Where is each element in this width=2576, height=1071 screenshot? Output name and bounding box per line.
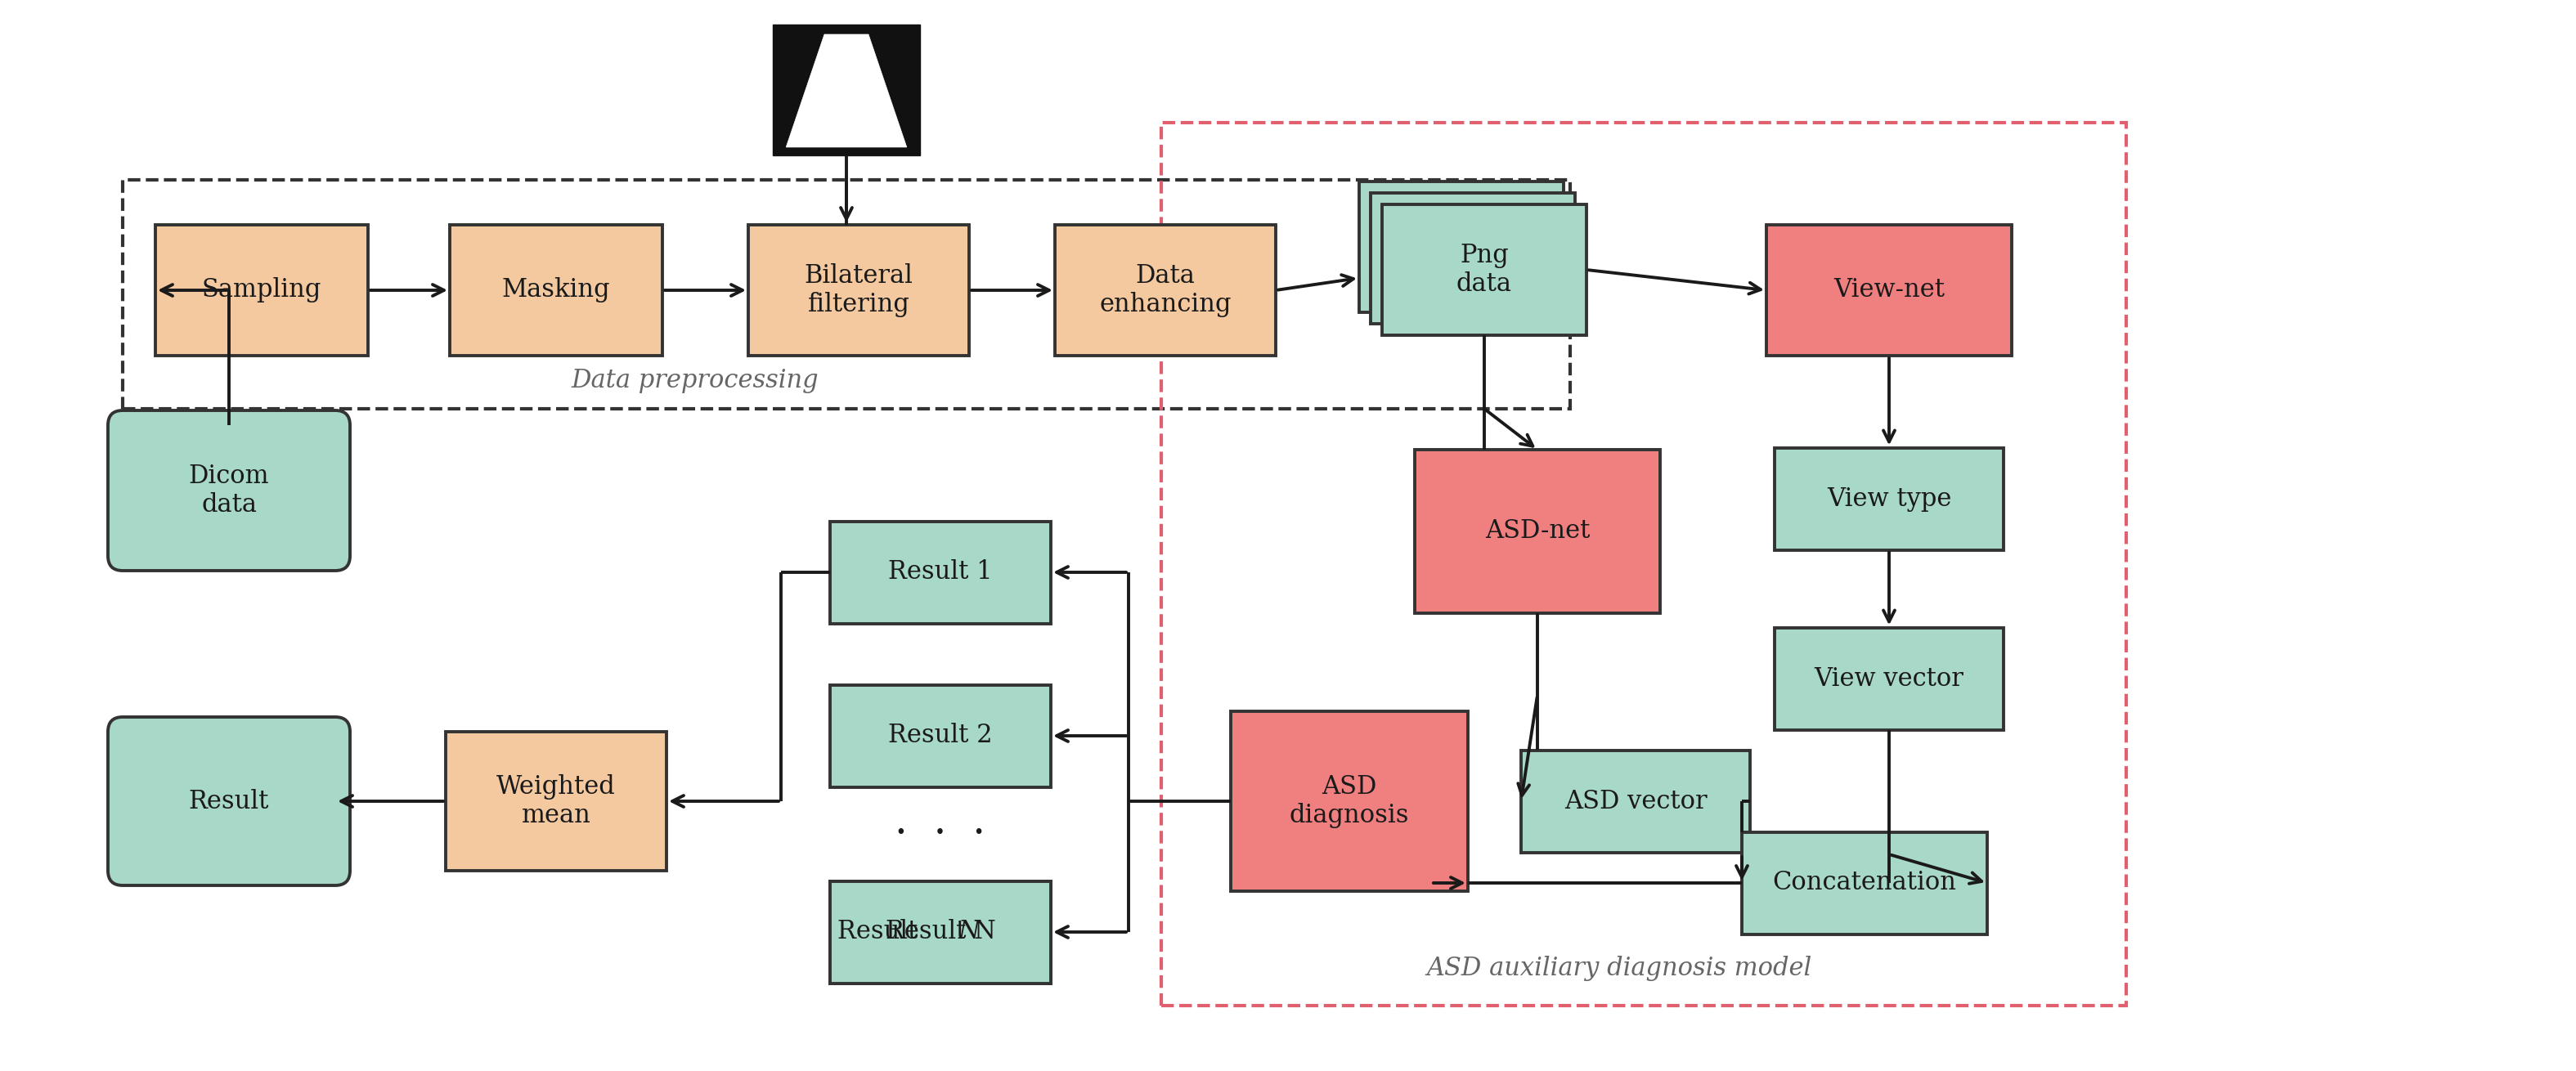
Text: Sampling: Sampling xyxy=(201,277,322,303)
Text: View type: View type xyxy=(1826,486,1953,511)
FancyBboxPatch shape xyxy=(1360,181,1564,313)
FancyBboxPatch shape xyxy=(108,716,350,886)
FancyBboxPatch shape xyxy=(1767,225,2012,356)
FancyBboxPatch shape xyxy=(1741,832,1986,934)
FancyBboxPatch shape xyxy=(829,881,1051,983)
FancyBboxPatch shape xyxy=(108,410,350,571)
FancyBboxPatch shape xyxy=(1383,205,1587,335)
Text: Png
data: Png data xyxy=(1455,242,1512,297)
FancyBboxPatch shape xyxy=(1056,225,1275,356)
FancyBboxPatch shape xyxy=(1520,750,1749,853)
Text: Result: Result xyxy=(188,788,270,814)
Text: Result N: Result N xyxy=(886,919,994,945)
Text: View vector: View vector xyxy=(1814,666,1963,691)
FancyBboxPatch shape xyxy=(829,522,1051,623)
Text: Bilateral
filtering: Bilateral filtering xyxy=(804,262,912,317)
Text: ASD auxiliary diagnosis model: ASD auxiliary diagnosis model xyxy=(1427,956,1811,981)
Text: ·  ·  ·: · · · xyxy=(894,814,987,855)
FancyBboxPatch shape xyxy=(451,225,662,356)
Text: ASD
diagnosis: ASD diagnosis xyxy=(1291,774,1409,829)
FancyBboxPatch shape xyxy=(829,881,1051,983)
Text: Weighted
mean: Weighted mean xyxy=(497,774,616,829)
FancyBboxPatch shape xyxy=(1775,628,2004,729)
Text: N: N xyxy=(958,919,979,945)
Bar xyxy=(1162,123,2125,1006)
Text: Concatenation: Concatenation xyxy=(1772,871,1958,895)
Text: View-net: View-net xyxy=(1834,277,1945,303)
Text: Masking: Masking xyxy=(502,277,611,303)
Text: ASD-net: ASD-net xyxy=(1484,518,1589,544)
FancyBboxPatch shape xyxy=(155,225,368,356)
FancyBboxPatch shape xyxy=(1231,711,1468,891)
Text: Dicom
data: Dicom data xyxy=(188,464,270,518)
FancyBboxPatch shape xyxy=(1775,448,2004,549)
Text: Result 2: Result 2 xyxy=(889,723,992,749)
FancyBboxPatch shape xyxy=(1370,193,1574,323)
Polygon shape xyxy=(786,34,907,147)
FancyBboxPatch shape xyxy=(446,731,667,871)
Text: Result 1: Result 1 xyxy=(889,560,992,585)
FancyBboxPatch shape xyxy=(1414,450,1659,614)
FancyBboxPatch shape xyxy=(773,25,920,155)
Text: Result: Result xyxy=(837,919,925,945)
Bar xyxy=(124,180,1571,409)
Text: Data preprocessing: Data preprocessing xyxy=(572,367,819,393)
FancyBboxPatch shape xyxy=(747,225,969,356)
FancyBboxPatch shape xyxy=(829,684,1051,787)
Text: ASD vector: ASD vector xyxy=(1564,788,1708,814)
Text: Data
enhancing: Data enhancing xyxy=(1100,262,1231,317)
